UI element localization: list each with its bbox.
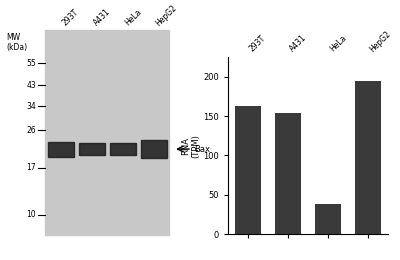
Text: 26: 26 <box>26 126 36 135</box>
Bar <box>79 143 104 155</box>
Text: A431: A431 <box>288 33 308 54</box>
Bar <box>110 143 136 155</box>
Y-axis label: RNA
(TPM): RNA (TPM) <box>181 134 200 158</box>
Text: 43: 43 <box>26 81 36 90</box>
Text: Bax: Bax <box>194 145 210 154</box>
Bar <box>45 30 170 235</box>
Text: HepG2: HepG2 <box>154 3 178 28</box>
Bar <box>355 81 381 234</box>
Text: 10: 10 <box>26 211 36 219</box>
Bar <box>141 140 167 158</box>
Text: 293T: 293T <box>248 34 268 54</box>
Text: MW
(kDa): MW (kDa) <box>6 33 27 52</box>
Bar <box>48 141 74 157</box>
Text: 34: 34 <box>26 102 36 111</box>
Text: 55: 55 <box>26 59 36 68</box>
Text: A431: A431 <box>92 7 112 28</box>
Bar <box>275 113 301 234</box>
Text: HeLa: HeLa <box>328 34 348 54</box>
Bar <box>235 106 261 234</box>
Bar <box>315 204 341 234</box>
Text: HeLa: HeLa <box>123 8 143 28</box>
Text: 293T: 293T <box>61 8 81 28</box>
Text: HepG2: HepG2 <box>368 29 393 54</box>
Text: 17: 17 <box>26 163 36 172</box>
